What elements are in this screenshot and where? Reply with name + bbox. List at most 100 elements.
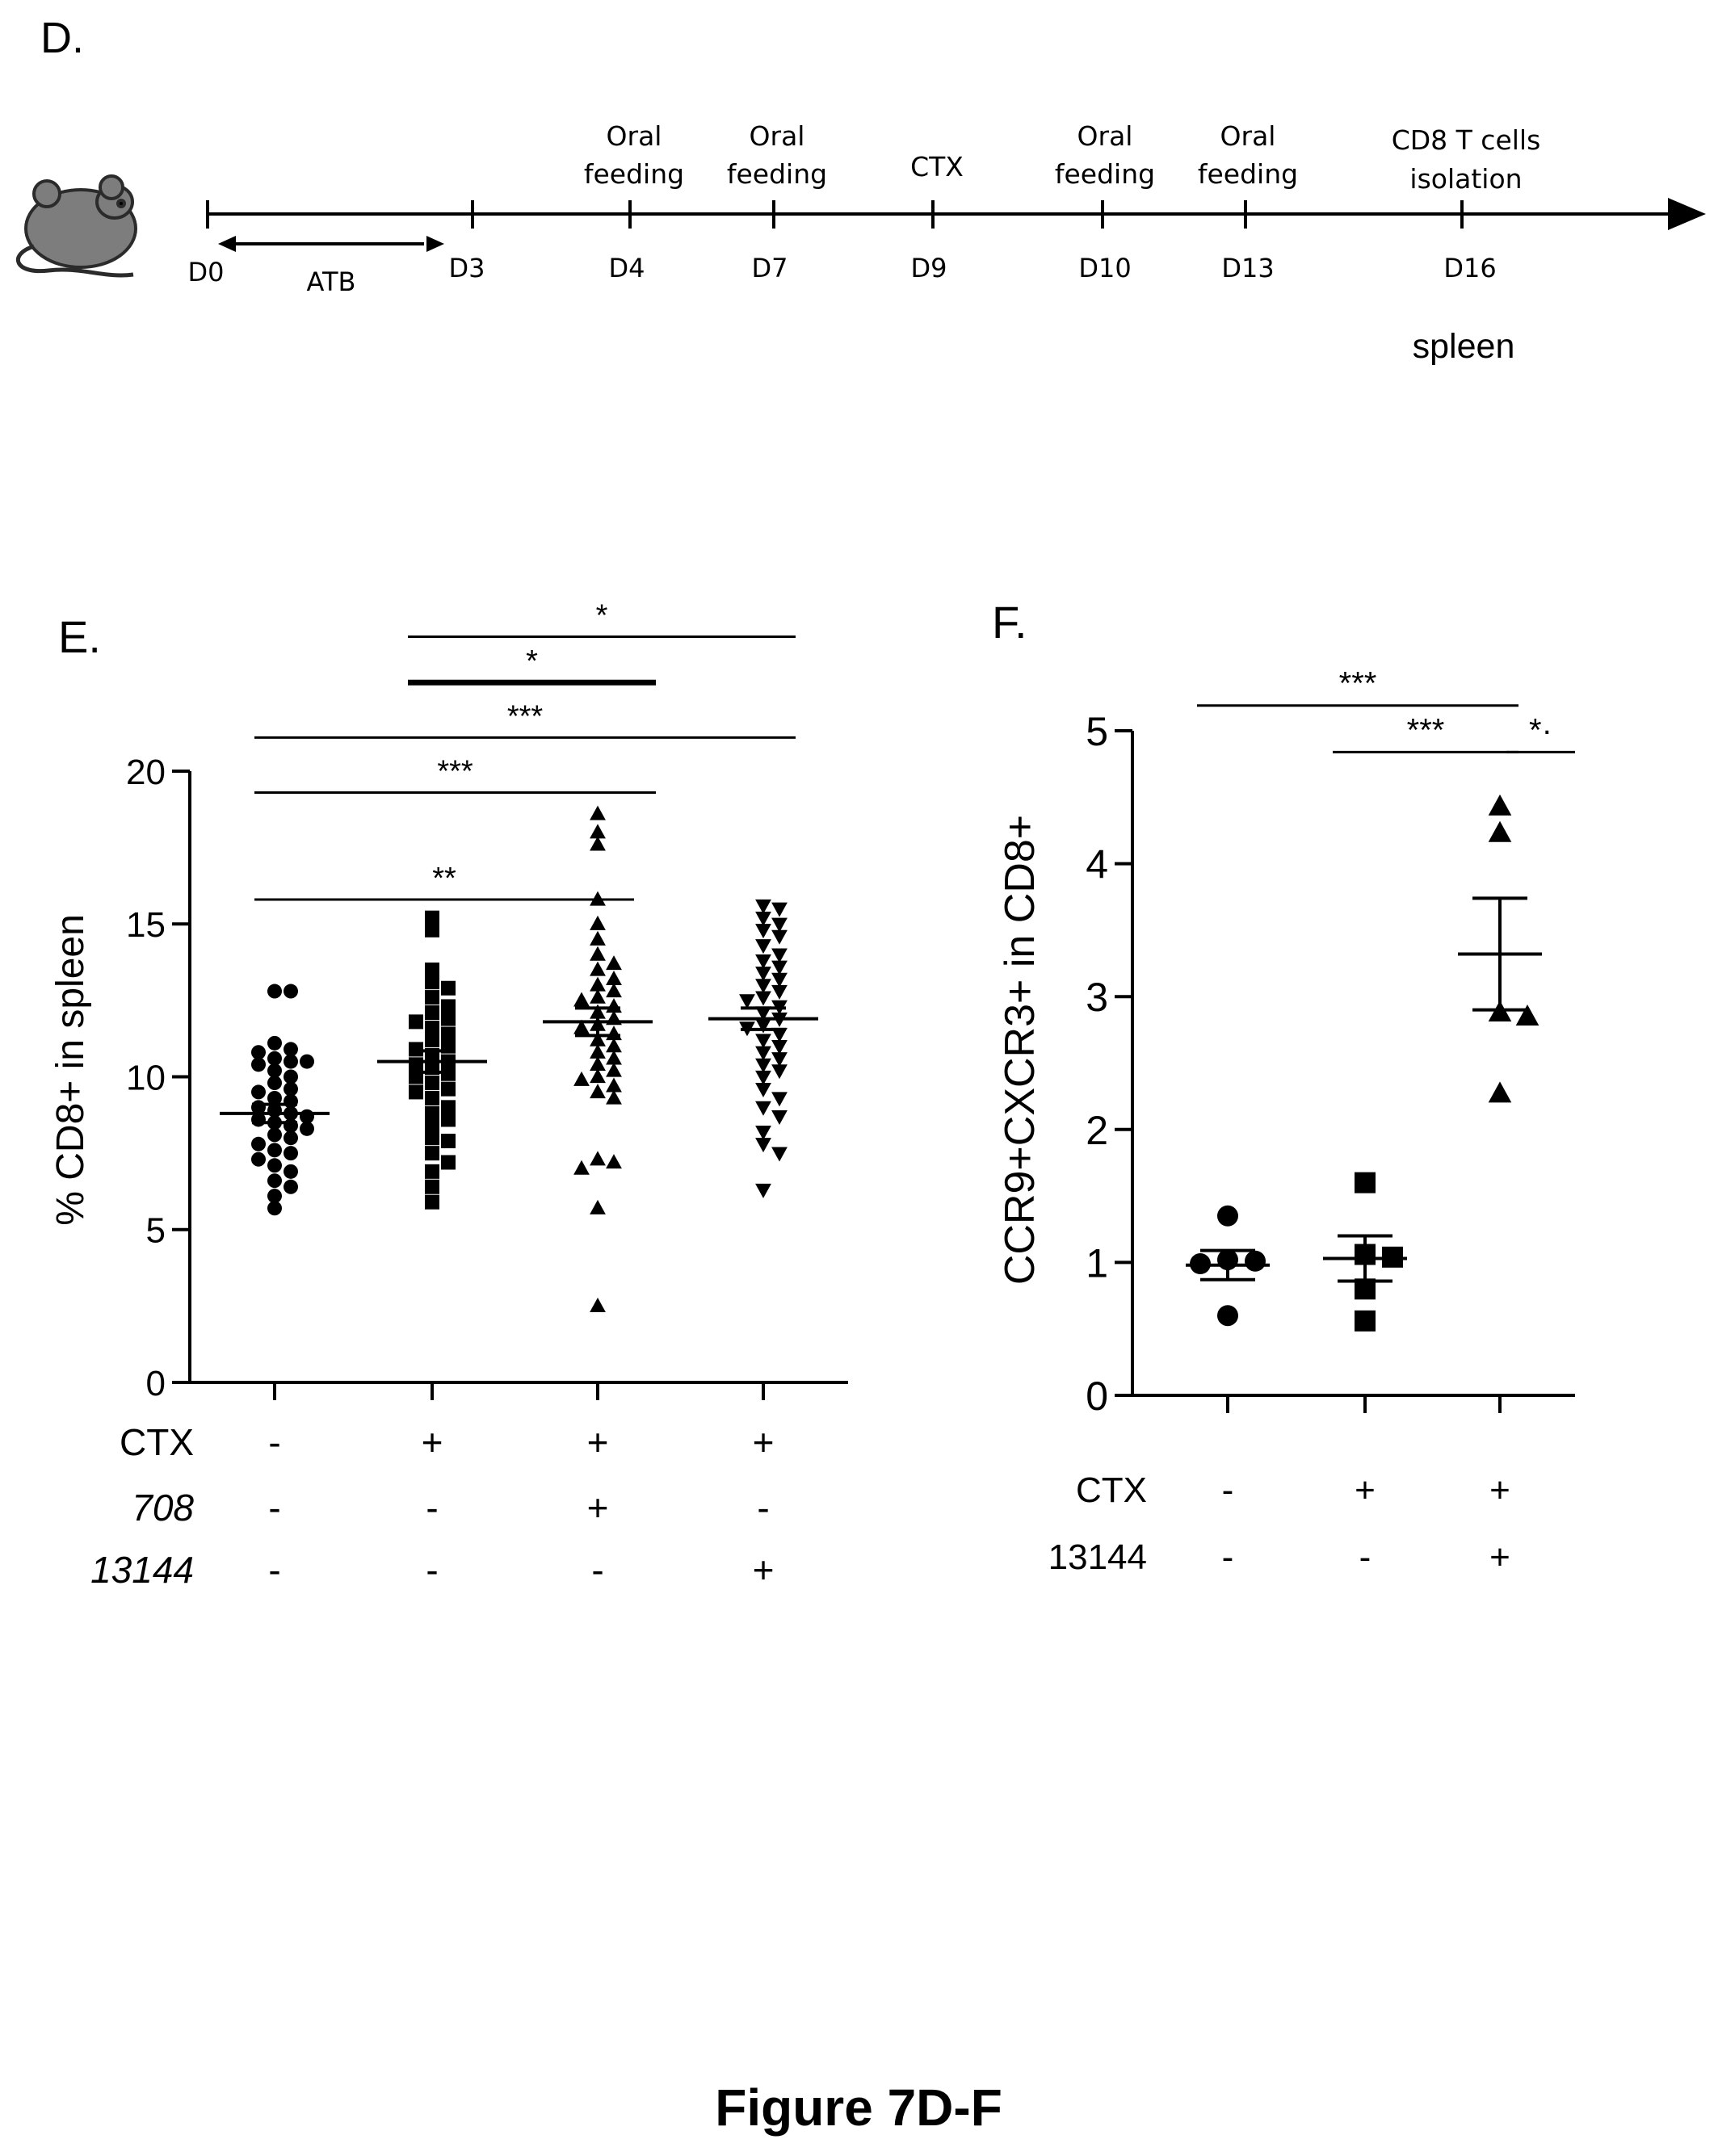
data-point-triangle-up bbox=[606, 1077, 622, 1093]
data-point-triangle-down bbox=[771, 1027, 788, 1042]
data-point-square bbox=[425, 1033, 439, 1048]
data-point-triangle-up bbox=[590, 1151, 606, 1166]
data-point-triangle-up bbox=[573, 1071, 590, 1086]
y-tick-label: 15 bbox=[126, 905, 166, 945]
data-point-triangle-up bbox=[590, 961, 606, 976]
data-point-circle bbox=[284, 984, 298, 999]
data-point-square bbox=[425, 1105, 439, 1121]
y-tick-label: 5 bbox=[146, 1211, 166, 1251]
condition-value: - bbox=[1222, 1537, 1234, 1577]
condition-value: - bbox=[757, 1487, 769, 1529]
condition-value: - bbox=[591, 1549, 603, 1591]
figure-caption: Figure 7D-F bbox=[715, 2078, 1002, 2137]
data-point-square bbox=[441, 999, 456, 1014]
data-point-triangle-up bbox=[590, 930, 606, 946]
timeline-event-bottom-label: feeding bbox=[584, 158, 684, 190]
data-point-triangle-down bbox=[755, 979, 771, 994]
panel-e-mean-sem bbox=[220, 1006, 818, 1125]
data-point-circle bbox=[1217, 1305, 1238, 1327]
tissue-label: spleen bbox=[1413, 327, 1515, 366]
data-point-triangle-up bbox=[590, 824, 606, 839]
data-point-triangle-up bbox=[606, 1062, 622, 1077]
data-point-triangle-up bbox=[606, 1050, 622, 1065]
data-point-square bbox=[425, 1076, 439, 1091]
timeline-event-bottom-label: isolation bbox=[1409, 163, 1522, 195]
data-point-square bbox=[441, 1112, 456, 1127]
data-point-triangle-down bbox=[771, 1147, 788, 1162]
mouse-icon bbox=[16, 174, 137, 278]
timeline-event-bottom-label: feeding bbox=[1055, 158, 1155, 190]
data-point-triangle-down bbox=[755, 1058, 771, 1073]
data-point-circle bbox=[267, 1189, 282, 1204]
y-tick-label: 2 bbox=[1086, 1108, 1108, 1153]
data-point-triangle-up bbox=[1488, 1081, 1512, 1103]
timeline-event: Oral feeding D13 bbox=[1198, 120, 1298, 283]
data-point-square bbox=[425, 1020, 439, 1035]
data-point-triangle-down bbox=[771, 1052, 788, 1068]
data-point-triangle-down bbox=[771, 948, 788, 963]
data-point-square bbox=[409, 1014, 423, 1030]
timeline-event: CTX D9 bbox=[910, 151, 964, 283]
data-point-triangle-down bbox=[771, 1092, 788, 1107]
condition-row-label: 13144 bbox=[90, 1549, 194, 1591]
significance-label: * bbox=[526, 644, 538, 678]
significance-label: *** bbox=[507, 699, 544, 733]
data-point-triangle-down bbox=[771, 1064, 788, 1080]
panel-e-y-axis-label: % CD8+ in spleen bbox=[49, 914, 92, 1226]
data-point-circle bbox=[284, 1042, 298, 1057]
panel-f-significance-bars: *** *** *· bbox=[1197, 666, 1575, 753]
data-point-triangle-down bbox=[771, 960, 788, 975]
data-point-triangle-up bbox=[590, 1056, 606, 1072]
timeline-event-bottom-label: feeding bbox=[1198, 158, 1298, 190]
timeline-day-label: D16 bbox=[1443, 253, 1496, 283]
condition-value: + bbox=[422, 1421, 443, 1463]
data-point-square bbox=[441, 1026, 456, 1042]
data-point-triangle-up bbox=[1488, 820, 1512, 842]
timeline-day-label: D7 bbox=[752, 253, 788, 283]
atb-arrow-right bbox=[426, 236, 444, 252]
data-point-triangle-down bbox=[755, 924, 771, 939]
data-point-triangle-down bbox=[755, 912, 771, 927]
condition-row-label: CTX bbox=[120, 1421, 194, 1463]
timeline-day-label: D0 bbox=[188, 257, 225, 287]
panel-e-label: E. bbox=[58, 611, 101, 662]
timeline-event: D3 bbox=[449, 200, 485, 283]
data-point-circle bbox=[251, 1084, 266, 1100]
condition-value: + bbox=[587, 1421, 609, 1463]
data-point-square bbox=[1355, 1172, 1376, 1193]
data-point-triangle-down bbox=[771, 1110, 788, 1126]
data-point-triangle-up bbox=[573, 1019, 590, 1034]
significance-label: *** bbox=[437, 754, 473, 788]
data-point-triangle-up bbox=[573, 1160, 590, 1175]
data-point-triangle-down bbox=[771, 984, 788, 1000]
significance-label: * bbox=[596, 598, 608, 632]
data-point-square bbox=[441, 1081, 456, 1097]
condition-value: + bbox=[1489, 1537, 1510, 1577]
data-point-triangle-up bbox=[1515, 1004, 1539, 1026]
timeline-day-label: D10 bbox=[1078, 253, 1131, 283]
data-point-square bbox=[441, 1011, 456, 1026]
significance-label: ** bbox=[432, 862, 456, 896]
timeline-event: D0 bbox=[188, 200, 225, 287]
timeline-event-top-label: Oral bbox=[1077, 120, 1133, 152]
data-point-triangle-down bbox=[755, 954, 771, 970]
data-point-triangle-up bbox=[606, 1154, 622, 1169]
data-point-triangle-up bbox=[606, 983, 622, 998]
data-point-square bbox=[441, 1133, 456, 1148]
data-point-square bbox=[441, 1100, 456, 1115]
data-point-circle bbox=[267, 1158, 282, 1173]
condition-value: - bbox=[268, 1487, 280, 1529]
data-point-triangle-up bbox=[590, 946, 606, 961]
data-point-triangle-up bbox=[590, 1084, 606, 1099]
panel-e-significance-bars: ********** bbox=[254, 598, 796, 901]
panel-e-condition-table: CTX - + + +708 - - + - 13144 - - - + bbox=[90, 1421, 774, 1591]
data-point-circle bbox=[267, 1051, 282, 1066]
data-point-circle bbox=[267, 984, 282, 999]
data-point-circle bbox=[267, 1035, 282, 1051]
data-point-triangle-down bbox=[755, 1101, 771, 1116]
data-point-triangle-down bbox=[771, 902, 788, 917]
data-point-triangle-down bbox=[755, 967, 771, 982]
data-point-circle bbox=[284, 1146, 298, 1161]
data-point-triangle-up bbox=[590, 836, 606, 851]
data-point-circle bbox=[1217, 1205, 1238, 1227]
